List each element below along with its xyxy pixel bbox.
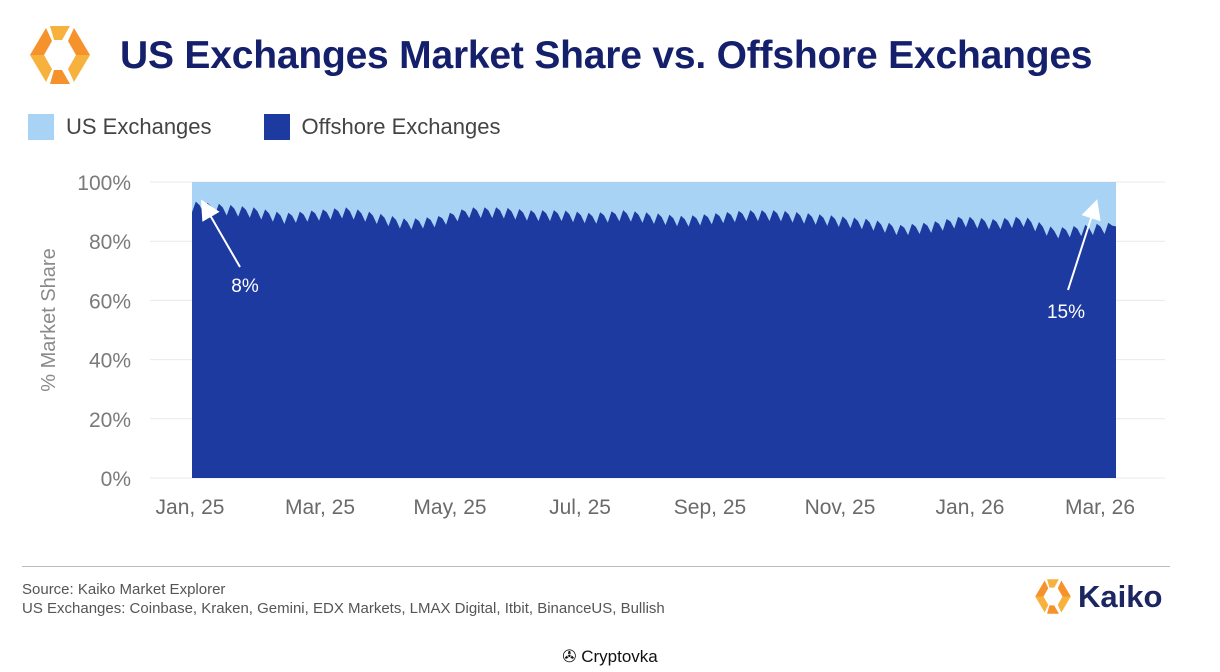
footer-divider [22,566,1170,567]
x-tick-label: Nov, 25 [805,496,876,519]
kaiko-logo-icon [30,26,90,84]
x-tick-label: Sep, 25 [674,496,746,519]
x-tick-label: Mar, 26 [1065,496,1135,519]
y-tick-label: 20% [89,409,131,432]
watermark: ✇ Cryptovka [0,647,1220,667]
y-axis-label: % Market Share [38,248,60,391]
kaiko-brand: Kaiko [1034,578,1162,615]
legend-label-us: US Exchanges [66,114,212,139]
x-tick-label: May, 25 [413,496,486,519]
legend-swatch-offshore [263,114,290,140]
y-tick-label: 40% [89,350,131,373]
chart-title: US Exchanges Market Share vs. Offshore E… [120,34,1093,77]
legend: US Exchanges Offshore Exchanges [28,112,552,142]
annotation-arrow-end [1067,199,1101,291]
legend-item-offshore[interactable]: Offshore Exchanges [263,114,501,140]
source-text: Source: Kaiko Market Explorer [22,581,226,598]
area-chart: 100% 80% 60% 40% 20% 0% % Market Share Jan, 25 M… [38,172,1165,519]
x-tick-label: Jan, 26 [936,496,1005,519]
annotation-arrow-start [200,199,241,268]
kaiko-brand-icon [1035,579,1071,614]
legend-label-offshore: Offshore Exchanges [301,114,501,139]
legend-swatch-us [28,114,54,140]
legend-item-us[interactable]: US Exchanges [28,114,212,140]
exchanges-note: US Exchanges: Coinbase, Kraken, Gemini, … [22,600,665,617]
annotation-label-start: 8% [231,276,259,297]
y-tick-label: 0% [101,468,131,491]
cryptovka-logo-icon: ✇ [562,647,577,666]
source-note: Source: Kaiko Market Explorer US Exchang… [22,580,665,618]
brand-name: Kaiko [1078,578,1163,614]
y-tick-label: 100% [77,172,131,195]
x-tick-label: Jan, 25 [156,496,225,519]
y-tick-label: 60% [89,290,131,313]
watermark-text: Cryptovka [581,647,658,666]
area-offshore-exchanges [192,201,1116,478]
y-tick-label: 80% [89,231,131,254]
x-tick-label: Jul, 25 [549,496,611,519]
annotation-label-end: 15% [1047,302,1085,323]
x-tick-label: Mar, 25 [285,496,355,519]
